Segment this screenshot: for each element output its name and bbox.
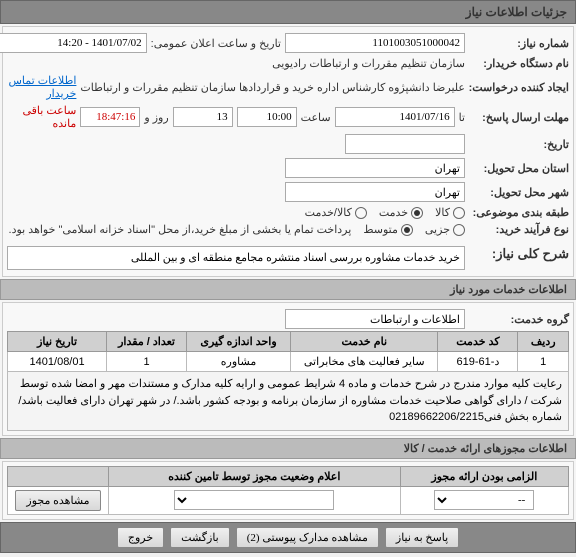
purchase-note: پرداخت تمام یا بخشی از مبلغ خرید،از محل … [9, 223, 352, 236]
desc-label: شرح کلی نیاز: [469, 246, 569, 262]
services-section-title: اطلاعات خدمات مورد نیاز [0, 279, 576, 300]
reply-prefix: تا [459, 111, 465, 124]
td-unit: مشاوره [186, 352, 290, 372]
radio-both[interactable] [355, 207, 367, 219]
need-number-label: شماره نیاز: [469, 37, 569, 50]
radio-mid[interactable] [401, 224, 413, 236]
service-group-label: گروه خدمت: [469, 313, 569, 326]
reply-date-field: 1401/07/16 [335, 107, 455, 127]
city-field: تهران [285, 182, 465, 202]
buyer-org-label: نام دستگاه خریدار: [469, 57, 569, 70]
th-qty: تعداد / مقدار [107, 332, 187, 352]
back-button[interactable]: بازگشت [170, 527, 230, 548]
radio-goods[interactable] [453, 207, 465, 219]
services-table: ردیف کد خدمت نام خدمت واحد اندازه گیری ت… [7, 331, 569, 431]
cat-goods-label: کالا [435, 206, 450, 219]
announce-field: 1401/07/02 - 14:20 [0, 33, 147, 53]
th-status: اعلام وضعیت مجوز توسط تامین کننده [108, 466, 400, 486]
view-permit-button[interactable]: مشاهده مجوز [15, 490, 100, 511]
mandatory-select[interactable]: -- [434, 490, 534, 510]
td-qty: 1 [107, 352, 187, 372]
permits-section-title: اطلاعات مجوزهای ارائه خدمت / کالا [0, 438, 576, 459]
footer-toolbar: پاسخ به نیاز مشاهده مدارک پیوستی (2) باز… [0, 522, 576, 553]
requester-value: علیرضا دانشپژوه کارشناس اداره خرید و قرا… [80, 81, 465, 94]
reply-deadline-label: مهلت ارسال پاسخ: [469, 111, 569, 124]
permit-row: -- مشاهده مجوز [8, 486, 569, 514]
permits-table: الزامی بودن ارائه مجوز اعلام وضعیت مجوز … [7, 466, 569, 515]
buyer-org-value: سازمان تنظیم مقررات و ارتباطات رادیویی [272, 57, 465, 70]
cat-service-label: خدمت [379, 206, 408, 219]
pt-mid-label: متوسط [363, 223, 398, 236]
reply-time-label: ساعت [301, 111, 331, 124]
status-select[interactable] [174, 490, 334, 510]
date-field[interactable] [345, 134, 465, 154]
date-label: تاریخ: [469, 138, 569, 151]
radio-service[interactable] [411, 207, 423, 219]
table-description: رعایت کلیه موارد مندرج در شرح خدمات و ما… [8, 372, 569, 431]
announce-label: تاریخ و ساعت اعلان عمومی: [151, 37, 281, 50]
remaining-label: ساعت باقی مانده [7, 104, 76, 130]
days-field: 13 [173, 107, 233, 127]
exit-button[interactable]: خروج [117, 527, 164, 548]
td-row: 1 [518, 352, 569, 372]
service-group-value: اطلاعات و ارتباطات [285, 309, 465, 329]
th-row: ردیف [518, 332, 569, 352]
table-desc-row: رعایت کلیه موارد مندرج در شرح خدمات و ما… [8, 372, 569, 431]
purchase-type-label: نوع فرآیند خرید: [469, 223, 569, 236]
requester-label: ایجاد کننده درخواست: [469, 81, 569, 94]
pt-partial-label: جزیی [425, 223, 450, 236]
city-label: شهر محل تحویل: [469, 186, 569, 199]
need-number-field: 1101003051000042 [285, 33, 465, 53]
radio-partial[interactable] [453, 224, 465, 236]
page-header: جزئیات اطلاعات نیاز [0, 0, 576, 24]
td-name: سایر فعالیت های مخابراتی [291, 352, 438, 372]
remaining-field: 18:47:16 [80, 107, 140, 127]
contact-link[interactable]: اطلاعات تماس خریدار [7, 74, 76, 100]
desc-text: خرید خدمات مشاوره بررسی اسناد منتشره مجا… [7, 246, 465, 270]
th-mandatory: الزامی بودن ارائه مجوز [400, 466, 568, 486]
province-label: استان محل تحویل: [469, 162, 569, 175]
reply-time-field: 10:00 [237, 107, 297, 127]
th-name: نام خدمت [291, 332, 438, 352]
purchase-type-radios: جزیی متوسط [363, 223, 465, 236]
td-code: د-61-619 [438, 352, 518, 372]
table-row: 1 د-61-619 سایر فعالیت های مخابراتی مشاو… [8, 352, 569, 372]
th-unit: واحد اندازه گیری [186, 332, 290, 352]
th-code: کد خدمت [438, 332, 518, 352]
reply-button[interactable]: پاسخ به نیاز [385, 527, 459, 548]
attachments-button[interactable]: مشاهده مدارک پیوستی (2) [236, 527, 379, 548]
category-label: طبقه بندی موضوعی: [469, 206, 569, 219]
province-field: تهران [285, 158, 465, 178]
th-date: تاریخ نیاز [8, 332, 107, 352]
days-label: روز و [144, 111, 168, 124]
cat-both-label: کالا/خدمت [305, 206, 352, 219]
category-radios: کالا خدمت کالا/خدمت [305, 206, 465, 219]
td-date: 1401/08/01 [8, 352, 107, 372]
